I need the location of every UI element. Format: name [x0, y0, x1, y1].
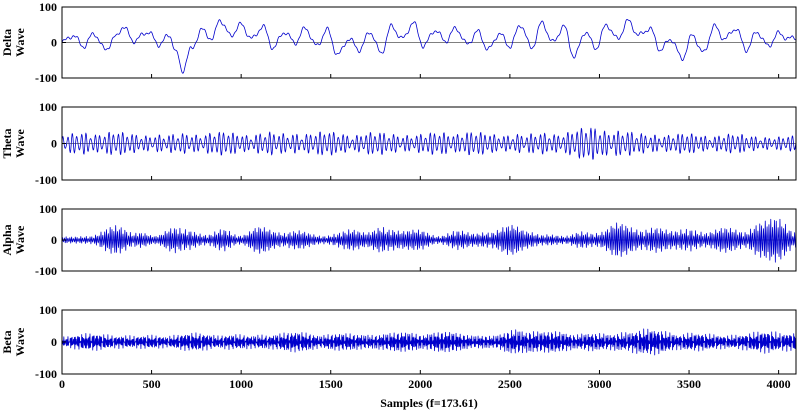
- y-tick-label: 100: [39, 0, 57, 14]
- y-axis-label-line1: Beta: [0, 330, 14, 353]
- panel-delta: 100 0 -100 Delta Wave: [0, 0, 797, 85]
- y-tick-label: 0: [51, 335, 57, 349]
- y-tick-label: 0: [51, 233, 57, 247]
- panel-theta: 100 0 -100 Theta Wave: [0, 100, 797, 187]
- x-tick-label: 500: [143, 377, 161, 391]
- y-axis-label-line1: Delta: [0, 29, 14, 56]
- x-tick-label: 3000: [587, 377, 611, 391]
- y-axis-label-line2: Wave: [13, 327, 27, 356]
- y-axis-label-line2: Wave: [13, 225, 27, 254]
- y-axis-label-line2: Wave: [13, 128, 27, 157]
- x-axis: 0 500 1000 1500 2000 2500 3000 3500 4000: [59, 377, 791, 391]
- x-tick-label: 1500: [319, 377, 343, 391]
- x-tick-label: 4000: [767, 377, 791, 391]
- panel-beta: 100 0 -100 Beta Wave: [0, 303, 797, 381]
- y-axis-label-line1: Theta: [0, 129, 14, 159]
- trace-alpha: [61, 218, 797, 263]
- y-tick-label: 100: [39, 303, 57, 317]
- y-tick-label: -100: [35, 173, 57, 187]
- y-tick-label: -100: [35, 367, 57, 381]
- y-axis-label-line1: Alpha: [0, 224, 14, 255]
- x-tick-label: 3500: [677, 377, 701, 391]
- x-tick-label: 2500: [498, 377, 522, 391]
- y-tick-label: 100: [39, 100, 57, 114]
- x-tick-label: 2000: [408, 377, 432, 391]
- x-tick-label: 0: [59, 377, 65, 391]
- y-axis-label-line2: Wave: [13, 27, 27, 56]
- y-tick-label: 0: [51, 137, 57, 151]
- trace-beta: [61, 328, 797, 356]
- trace-theta: [61, 127, 797, 160]
- trace-delta: [61, 19, 797, 74]
- x-axis-label: Samples (f=173.61): [380, 396, 478, 410]
- y-tick-label: 100: [39, 202, 57, 216]
- y-tick-label: -100: [35, 71, 57, 85]
- panel-alpha: 100 0 -100 Alpha Wave: [0, 202, 797, 278]
- y-tick-label: 0: [51, 36, 57, 50]
- y-tick-label: -100: [35, 264, 57, 278]
- x-tick-label: 1000: [229, 377, 253, 391]
